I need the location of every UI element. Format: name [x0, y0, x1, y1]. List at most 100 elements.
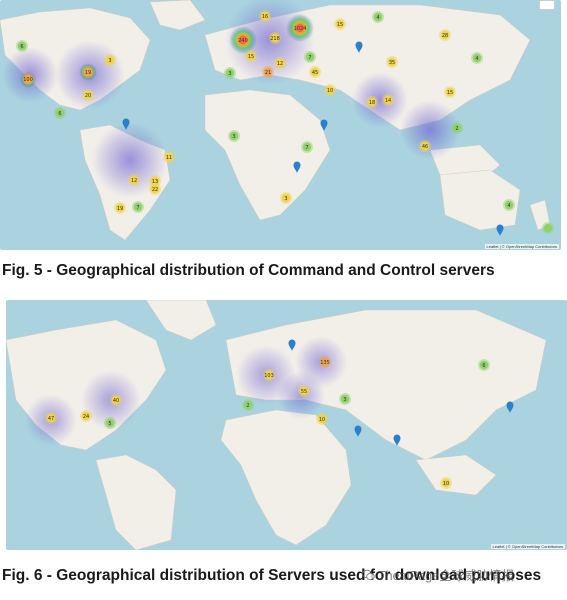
- cluster-count: 40: [113, 398, 119, 404]
- cluster-count: 19: [117, 206, 123, 212]
- cluster-marker[interactable]: 12: [128, 174, 140, 186]
- cluster-marker[interactable]: 103: [263, 369, 275, 381]
- cluster-count: 6: [482, 363, 485, 369]
- cluster-marker[interactable]: 7: [301, 141, 313, 153]
- cluster-count: 45: [312, 70, 318, 76]
- cluster-marker[interactable]: 18: [366, 96, 378, 108]
- cluster-marker[interactable]: 4: [372, 11, 384, 23]
- cluster-count: 4: [376, 15, 379, 21]
- cluster-marker[interactable]: [542, 222, 554, 234]
- cluster-marker[interactable]: 7: [304, 51, 316, 63]
- map-pin-icon[interactable]: [293, 161, 301, 173]
- map-attribution[interactable]: Leaflet | © OpenStreetMap Contributors: [490, 544, 565, 549]
- map-pin-icon[interactable]: [506, 401, 514, 414]
- cluster-count: 21: [265, 70, 271, 76]
- map-pin-icon[interactable]: [393, 434, 401, 447]
- cluster-marker[interactable]: 45: [309, 66, 321, 78]
- location-pins: [122, 41, 504, 236]
- map-pin-icon[interactable]: [320, 119, 328, 131]
- cluster-marker[interactable]: 6: [16, 40, 28, 52]
- cluster-marker[interactable]: 4: [503, 199, 515, 211]
- cluster-marker[interactable]: 1024: [294, 22, 307, 34]
- cluster-marker[interactable]: 3: [339, 393, 351, 405]
- cluster-count: 2: [455, 126, 458, 132]
- map-pin-icon[interactable]: [288, 339, 296, 352]
- map-pin-icon[interactable]: [355, 41, 363, 54]
- cluster-marker[interactable]: 2: [451, 122, 463, 134]
- cluster-marker[interactable]: 13: [149, 175, 161, 187]
- cluster-count: 6: [20, 44, 23, 50]
- cluster-marker[interactable]: 100: [22, 73, 34, 85]
- cluster-marker[interactable]: 47: [45, 412, 57, 424]
- cluster-count: 5: [108, 421, 111, 427]
- cluster-marker[interactable]: 3: [280, 192, 292, 204]
- watermark-text: TheatPage全球威胁情报: [378, 569, 515, 583]
- cluster-count: 10: [327, 88, 333, 94]
- cluster-count: 1024: [294, 26, 307, 32]
- cluster-marker[interactable]: 5: [104, 417, 116, 429]
- cluster-count: 100: [23, 77, 33, 83]
- cluster-count: 3: [284, 196, 287, 202]
- cluster-marker[interactable]: 11: [163, 151, 175, 163]
- cluster-marker[interactable]: 28: [439, 29, 451, 41]
- cluster-count: 7: [136, 205, 139, 211]
- cluster-marker[interactable]: 24: [80, 410, 92, 422]
- cluster-marker[interactable]: 10: [316, 413, 328, 425]
- cluster-marker[interactable]: 4: [471, 52, 483, 64]
- map-pin-icon[interactable]: [496, 224, 504, 236]
- map-pin-icon[interactable]: [354, 425, 362, 438]
- cluster-count: 15: [248, 54, 254, 60]
- cluster-count: 240: [238, 38, 248, 44]
- cluster-count: 7: [305, 145, 308, 151]
- landmasses: [6, 300, 547, 550]
- cluster-marker[interactable]: 6: [54, 107, 66, 119]
- cluster-marker[interactable]: 10: [440, 477, 452, 489]
- cluster-marker[interactable]: 35: [386, 56, 398, 68]
- cluster-marker[interactable]: 19: [82, 66, 94, 78]
- cluster-marker[interactable]: 55: [298, 385, 310, 397]
- cluster-marker[interactable]: 46: [419, 140, 431, 152]
- cluster-marker[interactable]: 7: [132, 201, 144, 213]
- map-pin-icon[interactable]: [122, 118, 130, 131]
- cluster-count: 15: [447, 90, 453, 96]
- cluster-count: 7: [308, 55, 311, 61]
- cluster-marker[interactable]: 240: [237, 34, 249, 46]
- map-attribution[interactable]: Leaflet | © OpenStreetMap Contributors: [484, 244, 559, 249]
- cluster-marker[interactable]: 21: [262, 66, 274, 78]
- figure-5-caption: Fig. 5 - Geographical distribution of Co…: [2, 262, 495, 279]
- cluster-count: 6: [58, 111, 61, 117]
- cluster-count: 12: [131, 178, 137, 184]
- c2-servers-map[interactable]: 6 100 19 3 20 6 240 218 1024 16 3 15 28 4 4 7 15 12 45 21 35…: [0, 0, 561, 250]
- cluster-marker[interactable]: 2: [242, 399, 254, 411]
- cluster-marker[interactable]: 22: [149, 183, 161, 195]
- cluster-marker[interactable]: 19: [114, 202, 126, 214]
- cluster-count: 218: [270, 36, 280, 42]
- cluster-marker[interactable]: 3: [228, 130, 240, 142]
- cluster-count: 55: [301, 389, 307, 395]
- cluster-marker[interactable]: 15: [334, 18, 346, 30]
- cluster-marker[interactable]: 15: [245, 50, 257, 62]
- figure-6-caption: Fig. 6 - Geographical distribution of Se…: [2, 567, 542, 584]
- cluster-marker[interactable]: 16: [259, 10, 271, 22]
- location-pins: [288, 339, 514, 447]
- cluster-marker[interactable]: 14: [382, 94, 394, 106]
- cluster-marker[interactable]: 40: [110, 394, 122, 406]
- cluster-count: 2: [246, 403, 249, 409]
- cluster-marker[interactable]: 3: [104, 54, 116, 66]
- cluster-marker[interactable]: 6: [478, 359, 490, 371]
- cluster-marker[interactable]: 10: [324, 84, 336, 96]
- cluster-count: 22: [152, 187, 158, 193]
- cluster-marker[interactable]: 3: [224, 67, 236, 79]
- cluster-marker[interactable]: 15: [444, 86, 456, 98]
- download-servers-map[interactable]: 47 24 40 5 2 103 135 55 6 10 3 10 Leaflet | © OpenS…: [6, 300, 567, 550]
- cluster-count: 16: [262, 14, 268, 20]
- cluster-marker[interactable]: 12: [274, 57, 286, 69]
- cluster-marker[interactable]: 20: [82, 89, 94, 101]
- cluster-count: 3: [228, 71, 231, 77]
- cluster-count: 10: [319, 417, 325, 423]
- cluster-marker[interactable]: 135: [319, 356, 331, 368]
- layers-control-icon[interactable]: [539, 0, 555, 10]
- cluster-marker[interactable]: 218: [269, 32, 281, 44]
